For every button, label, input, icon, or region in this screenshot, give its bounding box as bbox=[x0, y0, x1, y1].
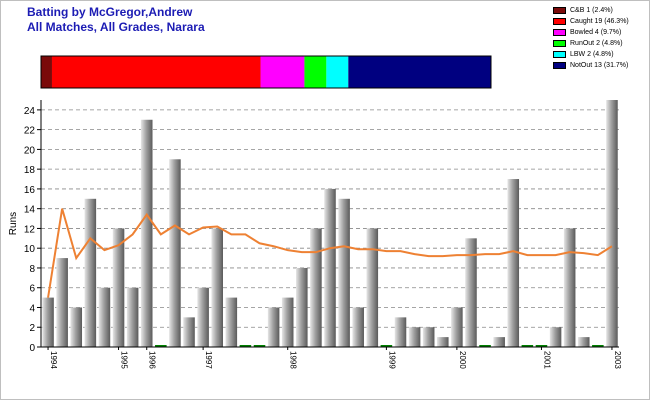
bar bbox=[422, 327, 435, 347]
y-tick-label: 22 bbox=[24, 126, 36, 137]
y-axis-label: Runs bbox=[8, 212, 19, 235]
average-line bbox=[47, 208, 613, 298]
bar bbox=[211, 228, 223, 347]
y-tick-label: 10 bbox=[24, 244, 36, 255]
bar bbox=[112, 228, 125, 347]
bar bbox=[577, 337, 590, 347]
legend-label: RunOut 2 (4.8%) bbox=[570, 40, 623, 47]
y-tick-label: 14 bbox=[24, 205, 36, 216]
legend-swatch bbox=[553, 62, 566, 69]
bar bbox=[408, 327, 421, 347]
bar bbox=[563, 228, 576, 347]
bar bbox=[507, 179, 520, 347]
legend-label: LBW 2 (4.8%) bbox=[570, 51, 614, 58]
bar bbox=[451, 307, 463, 347]
bar bbox=[126, 287, 139, 347]
bar bbox=[324, 188, 336, 347]
legend-item: C&B 1 (2.4%) bbox=[553, 5, 629, 16]
x-tick-label: 1996 bbox=[148, 351, 157, 369]
x-tick-label: 1998 bbox=[289, 351, 298, 369]
y-tick-label: 16 bbox=[24, 185, 36, 196]
y-tick-label: 8 bbox=[29, 264, 35, 275]
x-tick-label: 1997 bbox=[204, 351, 213, 369]
bar bbox=[140, 119, 153, 347]
bar bbox=[366, 228, 379, 347]
dismissal-segment bbox=[304, 56, 327, 88]
bar bbox=[549, 327, 562, 347]
legend-swatch bbox=[553, 18, 566, 25]
x-tick-label: 2000 bbox=[458, 351, 467, 369]
chart-subtitle: All Matches, All Grades, Narara bbox=[27, 20, 205, 34]
bar bbox=[197, 287, 209, 347]
legend-label: NotOut 13 (31.7%) bbox=[570, 62, 629, 69]
dismissal-legend: C&B 1 (2.4%) Caught 19 (46.3%) Bowled 4 (9… bbox=[553, 5, 629, 71]
bar bbox=[281, 297, 294, 347]
bar bbox=[465, 238, 477, 347]
bar bbox=[267, 307, 280, 347]
x-tick-label: 2001 bbox=[542, 351, 551, 369]
legend-swatch bbox=[553, 29, 566, 36]
bar bbox=[183, 317, 195, 347]
legend-swatch bbox=[553, 40, 566, 47]
bar bbox=[352, 307, 364, 347]
y-tick-label: 20 bbox=[24, 145, 36, 156]
bar bbox=[338, 198, 350, 347]
legend-swatch bbox=[553, 51, 566, 58]
dismissal-bar-outline bbox=[40, 55, 492, 89]
legend-label: Caught 19 (46.3%) bbox=[570, 18, 629, 25]
dismissal-segment bbox=[260, 56, 305, 88]
y-tick-label: 6 bbox=[29, 284, 35, 295]
y-tick-label: 0 bbox=[29, 343, 35, 354]
bar bbox=[437, 337, 449, 347]
x-tick-label: 1995 bbox=[120, 351, 129, 369]
bar bbox=[310, 228, 322, 347]
legend-item: Caught 19 (46.3%) bbox=[553, 16, 629, 27]
dismissal-segment bbox=[348, 56, 491, 88]
bar bbox=[296, 267, 308, 347]
dismissal-segment bbox=[326, 56, 349, 88]
bar bbox=[169, 159, 181, 347]
bar bbox=[225, 297, 238, 347]
y-tick-label: 12 bbox=[24, 224, 36, 235]
legend-item: Bowled 4 (9.7%) bbox=[553, 27, 629, 38]
bar bbox=[56, 258, 68, 347]
bar bbox=[84, 198, 97, 347]
bar bbox=[42, 297, 54, 347]
legend-item: LBW 2 (4.8%) bbox=[553, 49, 629, 60]
bar bbox=[394, 317, 407, 347]
bar bbox=[606, 100, 618, 347]
dismissal-segment bbox=[41, 56, 52, 88]
legend-label: C&B 1 (2.4%) bbox=[570, 7, 613, 14]
x-tick-label: 1999 bbox=[387, 351, 396, 369]
legend-swatch bbox=[553, 7, 566, 14]
chart-title: Batting by McGregor,Andrew bbox=[27, 5, 193, 19]
x-tick-label: 2003 bbox=[613, 351, 622, 369]
x-tick-label: 1994 bbox=[49, 351, 58, 369]
bar bbox=[70, 307, 83, 347]
legend-label: Bowled 4 (9.7%) bbox=[570, 29, 622, 36]
bar bbox=[98, 287, 111, 347]
bar bbox=[493, 337, 505, 347]
dismissal-segment bbox=[51, 56, 261, 88]
legend-item: RunOut 2 (4.8%) bbox=[553, 38, 629, 49]
y-tick-label: 18 bbox=[24, 165, 36, 176]
y-tick-label: 24 bbox=[24, 106, 36, 117]
y-tick-label: 4 bbox=[29, 303, 35, 314]
y-tick-label: 2 bbox=[29, 323, 35, 334]
legend-item: NotOut 13 (31.7%) bbox=[553, 60, 629, 71]
